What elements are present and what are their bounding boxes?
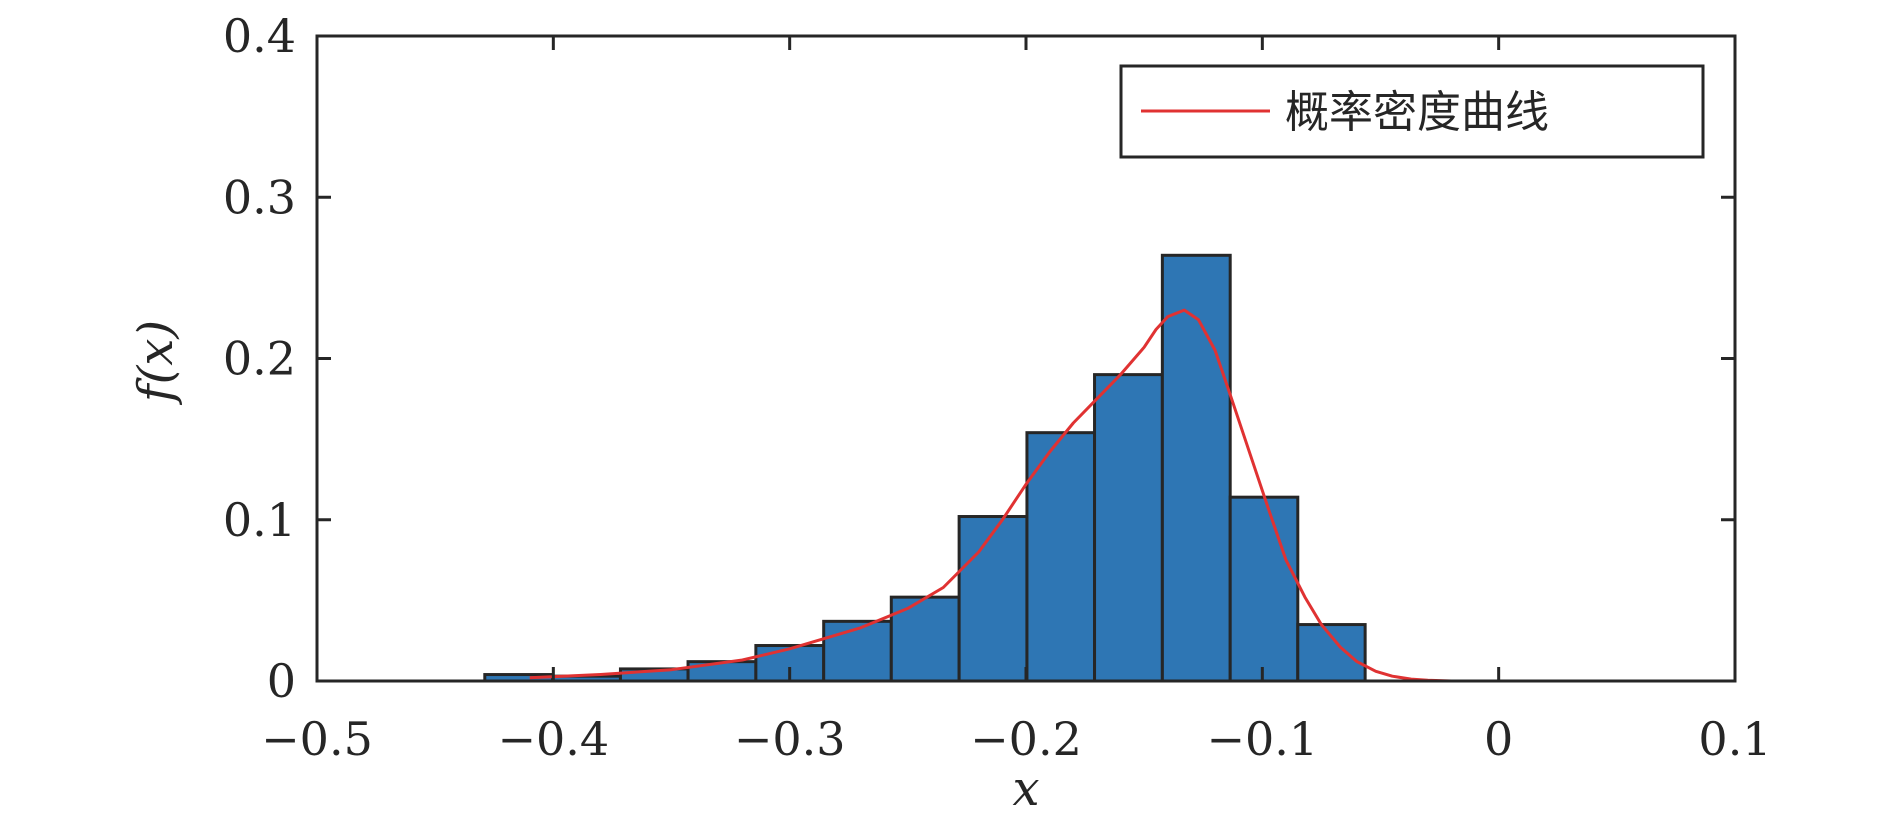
x-tick-label: −0.3	[734, 712, 846, 766]
x-tick-label: −0.1	[1206, 712, 1318, 766]
x-tick-label: −0.4	[497, 712, 609, 766]
histogram-bar	[957, 515, 1029, 683]
density-curve-line	[529, 308, 1452, 683]
x-tick-label: −0.2	[970, 712, 1082, 766]
x-tick-label: 0	[1484, 712, 1513, 766]
axis-ticks: −0.5 −0.4 −0.3 −0.2 −0.1 0 0.1 0 0.1 0.2 0.3 0.4	[223, 9, 1772, 766]
x-tick-label: 0.1	[1698, 712, 1771, 766]
y-axis-label: f(x)	[128, 320, 184, 405]
histogram-bar	[1093, 373, 1164, 683]
y-tick-label: 0.4	[223, 9, 296, 63]
histogram-bar	[1228, 495, 1300, 683]
histogram-bar	[1160, 253, 1232, 683]
y-tick-label: 0	[267, 654, 296, 708]
histogram-bar	[1296, 623, 1367, 683]
y-tick-label: 0.1	[223, 493, 296, 547]
histogram-bar	[822, 619, 893, 683]
x-tick-label: −0.5	[261, 712, 373, 766]
density-curve-group	[529, 308, 1452, 683]
y-tick-label: 0.2	[223, 332, 296, 386]
histogram-bars	[483, 253, 1367, 683]
x-axis-label: x	[1012, 761, 1039, 817]
legend-label-density-curve: 概率密度曲线	[1285, 87, 1549, 138]
y-tick-label: 0.3	[223, 170, 296, 224]
legend: 概率密度曲线	[1119, 64, 1705, 159]
